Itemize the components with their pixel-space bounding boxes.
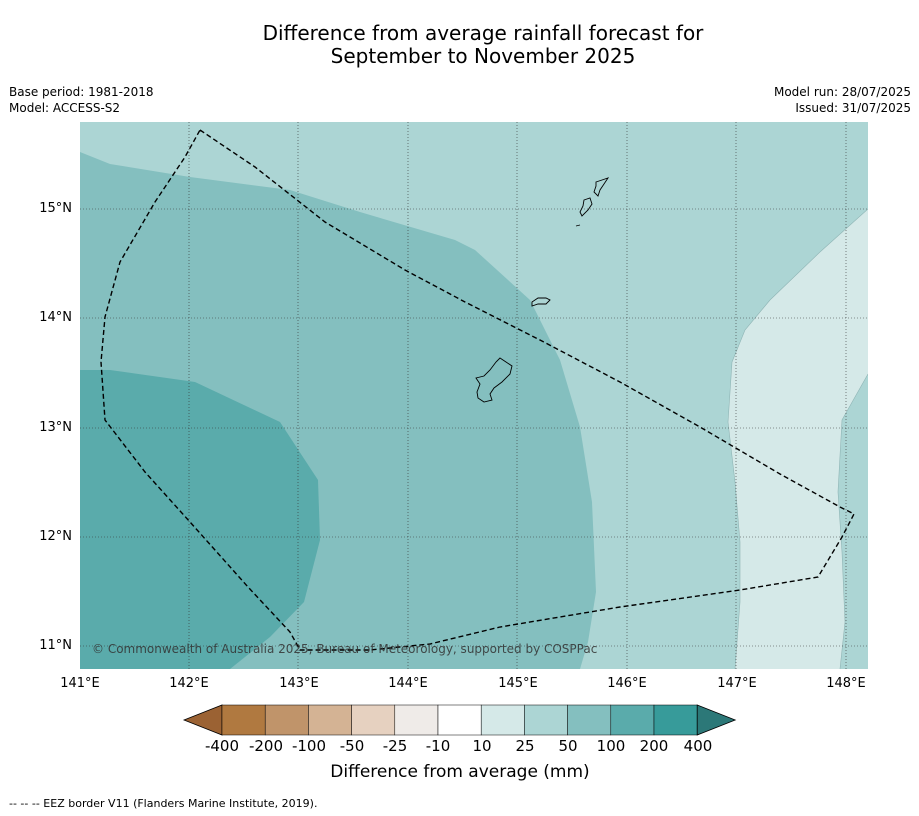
lat-label: 13°N: [39, 420, 72, 435]
colorbar-label: -50: [339, 737, 365, 755]
rainfall-map: © Commonwealth of Australia 2025, Bureau…: [80, 122, 868, 669]
issued-date: Issued: 31/07/2025: [795, 101, 911, 115]
colorbar-swatch: [221, 704, 266, 736]
colorbar-swatch: [653, 704, 698, 736]
model-run: Model run: 28/07/2025: [773, 85, 911, 99]
colorbar-label: -25: [382, 737, 408, 755]
colorbar-swatch: [351, 704, 396, 736]
island-tinian: [579, 197, 593, 217]
lat-label: 15°N: [39, 201, 72, 216]
lat-label: 11°N: [39, 638, 72, 653]
colorbar-swatch: [524, 704, 568, 736]
islands: [475, 177, 610, 403]
meta-left: Base period: 1981-2018 Model: ACCESS-S2: [9, 84, 154, 116]
colorbar-label: -200: [248, 737, 284, 755]
lon-label: 144°E: [388, 676, 428, 691]
colorbar-swatch: [610, 704, 655, 736]
base-period: Base period: 1981-2018: [9, 85, 154, 99]
colorbar-swatch: [480, 704, 525, 736]
island-guam: [475, 357, 513, 403]
lon-label: 147°E: [717, 676, 757, 691]
colorbar-swatch: [264, 704, 309, 736]
colorbar-swatch: [308, 704, 352, 736]
meta-right: Model run: 28/07/2025 Issued: 31/07/2025: [774, 84, 911, 116]
colorbar-swatch: [394, 704, 439, 736]
lon-label: 146°E: [607, 676, 647, 691]
colorbar-label: 50: [558, 737, 578, 755]
colorbar-label: 100: [596, 737, 626, 755]
lat-label: 12°N: [39, 529, 72, 544]
lon-label: 143°E: [279, 676, 319, 691]
title-line-2: September to November 2025: [330, 44, 636, 68]
colorbar-label: 400: [683, 737, 713, 755]
colorbar-title: Difference from average (mm): [330, 762, 590, 782]
eez-border: [100, 128, 855, 651]
lon-label: 142°E: [169, 676, 209, 691]
colorbar-swatch: [567, 704, 612, 736]
island-aguijan: [575, 224, 581, 227]
colorbar-label: -10: [425, 737, 451, 755]
colorbar-label: 200: [639, 737, 669, 755]
contour-lines: [727, 208, 868, 669]
island-rota: [531, 297, 551, 307]
chart-title: Difference from average rainfall forecas…: [0, 22, 919, 68]
colorbar-label: 25: [515, 737, 535, 755]
lon-label: 141°E: [60, 676, 100, 691]
colorbar-extend-low: [182, 704, 223, 736]
copyright-text: © Commonwealth of Australia 2025, Bureau…: [92, 642, 597, 656]
eez-footnote: -- -- -- EEZ border V11 (Flanders Marine…: [9, 797, 318, 810]
lon-label: 148°E: [826, 676, 866, 691]
colorbar-extend-high: [696, 704, 737, 736]
title-line-1: Difference from average rainfall forecas…: [262, 21, 704, 45]
zone-100-200: [80, 370, 320, 669]
zone-10-25: [728, 209, 868, 669]
model-name: Model: ACCESS-S2: [9, 101, 121, 115]
lon-label: 145°E: [498, 676, 538, 691]
colorbar-label: 10: [472, 737, 492, 755]
colorbar: [182, 704, 737, 736]
lat-label: 14°N: [39, 310, 72, 325]
island-saipan: [593, 177, 610, 197]
colorbar-swatch: [437, 704, 482, 736]
gridlines: [80, 122, 868, 669]
colorbar-label: -400: [204, 737, 240, 755]
colorbar-label: -100: [291, 737, 327, 755]
